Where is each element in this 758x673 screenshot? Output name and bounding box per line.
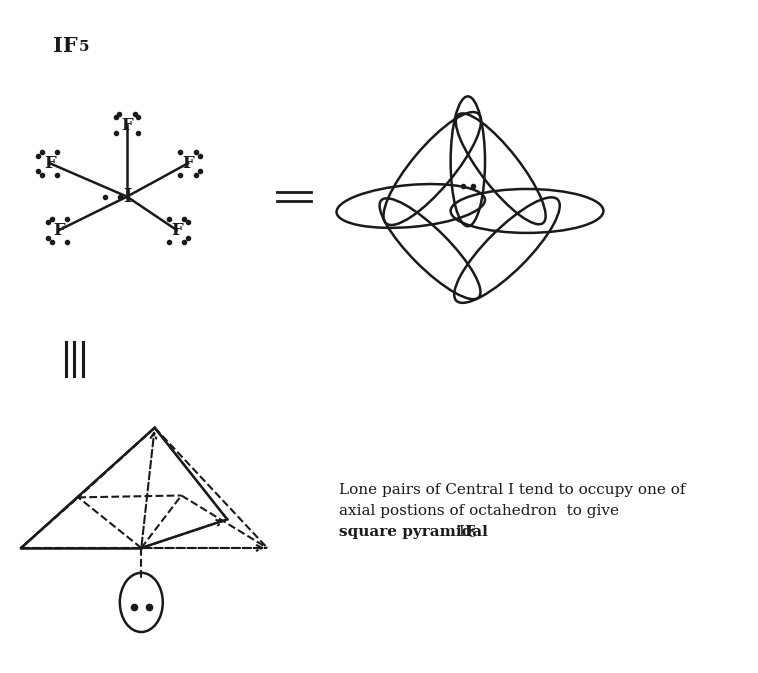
- Text: 5: 5: [78, 40, 89, 54]
- Text: 5: 5: [468, 529, 476, 539]
- Text: IF: IF: [52, 36, 77, 57]
- Text: axial postions of octahedron  to give: axial postions of octahedron to give: [339, 504, 619, 518]
- Text: F: F: [53, 221, 65, 238]
- Text: IF: IF: [453, 525, 475, 539]
- Text: F: F: [44, 155, 55, 172]
- Text: F: F: [182, 155, 194, 172]
- Text: square pyramidal: square pyramidal: [339, 525, 488, 539]
- Text: I: I: [123, 188, 131, 206]
- Text: Lone pairs of Central I tend to occupy one of: Lone pairs of Central I tend to occupy o…: [339, 483, 685, 497]
- Text: F: F: [121, 116, 133, 133]
- Text: F: F: [171, 221, 183, 238]
